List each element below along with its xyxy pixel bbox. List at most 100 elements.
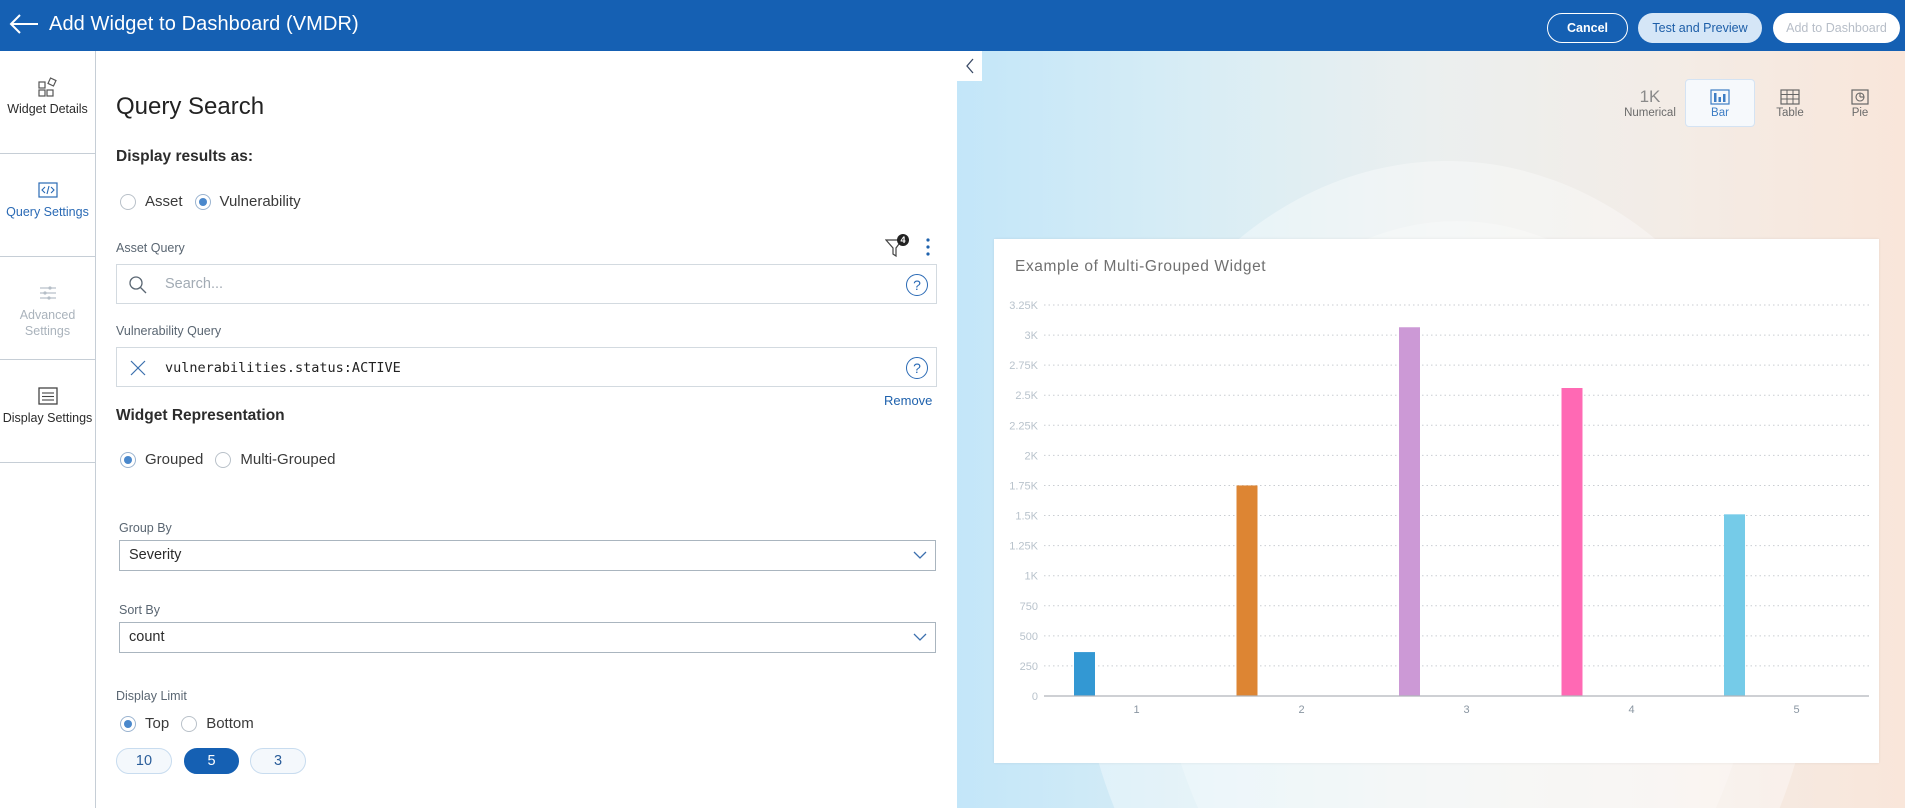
display-limit-label: Display Limit xyxy=(116,689,187,703)
widget-icon xyxy=(37,77,57,97)
group-by-label: Group By xyxy=(119,521,172,535)
sidebar-item-display-settings[interactable]: Display Settings xyxy=(0,360,95,463)
clear-icon[interactable] xyxy=(130,360,146,376)
bar[interactable] xyxy=(1236,485,1258,696)
type-label: Table xyxy=(1776,107,1804,119)
widget-title: Example of Multi-Grouped Widget xyxy=(1015,258,1267,275)
header-bar: Add Widget to Dashboard (VMDR) Cancel Te… xyxy=(0,0,1905,51)
filter-count-badge: 4 xyxy=(897,234,909,246)
type-label: Pie xyxy=(1851,107,1869,119)
radio-label: Asset xyxy=(145,193,183,210)
x-tick-label: 5 xyxy=(1793,704,1799,716)
chevron-down-icon xyxy=(913,633,927,641)
type-bar[interactable]: Bar xyxy=(1685,79,1755,127)
numerical-icon: 1K xyxy=(1639,87,1661,106)
chevron-down-icon xyxy=(913,551,927,559)
x-tick-label: 4 xyxy=(1628,704,1634,716)
help-icon[interactable]: ? xyxy=(906,274,928,296)
x-tick-label: 1 xyxy=(1133,704,1139,716)
x-tick-label: 2 xyxy=(1298,704,1304,716)
y-tick-label: 1.75K xyxy=(1009,480,1038,492)
radio-grouped[interactable] xyxy=(120,451,136,468)
type-numerical[interactable]: 1K Numerical xyxy=(1615,79,1685,127)
radio-label: Vulnerability xyxy=(219,193,301,210)
sidebar: Widget Details Query Settings Advanced S… xyxy=(0,51,96,808)
group-by-value: Severity xyxy=(129,547,182,563)
back-arrow-icon[interactable] xyxy=(8,10,40,38)
display-results-label: Display results as: xyxy=(116,148,253,165)
radio-label: Top xyxy=(145,715,170,732)
code-icon xyxy=(37,182,58,198)
radio-vulnerability[interactable] xyxy=(194,193,211,210)
y-tick-label: 1.5K xyxy=(1015,511,1038,523)
radio-label: Grouped xyxy=(145,451,204,468)
vulnerability-query-input[interactable]: vulnerabilities.status:ACTIVE ? xyxy=(116,347,937,387)
bar-chart-icon xyxy=(1710,89,1730,105)
bar[interactable] xyxy=(1561,388,1583,696)
widget-preview-card: Example of Multi-Grouped Widget 0 250 500 7… xyxy=(994,239,1879,763)
more-options-icon[interactable] xyxy=(925,237,931,257)
remove-link[interactable]: Remove xyxy=(884,393,933,408)
display-results-radio-group: Asset Vulnerability xyxy=(120,193,313,210)
y-tick-label: 1K xyxy=(1025,571,1039,583)
type-table[interactable]: Table xyxy=(1755,79,1825,127)
help-icon[interactable]: ? xyxy=(906,357,928,379)
asset-query-placeholder: Search... xyxy=(165,276,224,292)
vulnerability-query-value: vulnerabilities.status:ACTIVE xyxy=(165,360,401,376)
collapse-panel-button[interactable] xyxy=(957,51,982,81)
sidebar-item-label: Advanced Settings xyxy=(19,308,76,338)
table-icon xyxy=(1780,89,1800,105)
sidebar-item-advanced-settings[interactable]: Advanced Settings xyxy=(0,257,95,360)
widget-representation-label: Widget Representation xyxy=(116,407,285,424)
add-to-dashboard-button[interactable]: Add to Dashboard xyxy=(1773,13,1900,43)
search-icon xyxy=(129,276,147,294)
cancel-button[interactable]: Cancel xyxy=(1547,13,1628,43)
x-tick-label: 3 xyxy=(1463,704,1469,716)
bar[interactable] xyxy=(1724,514,1745,696)
limit-option-3[interactable]: 3 xyxy=(250,748,306,774)
sidebar-item-label: Query Settings xyxy=(6,205,89,219)
y-tick-label: 2.75K xyxy=(1009,360,1038,372)
asset-query-input[interactable]: Search... ? xyxy=(116,264,937,304)
bar[interactable] xyxy=(1399,327,1420,696)
vulnerability-query-label: Vulnerability Query xyxy=(116,324,222,338)
radio-top[interactable] xyxy=(120,715,136,732)
y-tick-label: 2.25K xyxy=(1009,420,1038,432)
sidebar-item-query-settings[interactable]: Query Settings xyxy=(0,154,95,257)
radio-asset[interactable] xyxy=(120,193,136,210)
display-limit-radio-group: Top Bottom xyxy=(120,715,266,732)
type-label: Bar xyxy=(1711,107,1729,119)
radio-label: Bottom xyxy=(206,715,254,732)
radio-label: Multi-Grouped xyxy=(240,451,336,468)
radio-multi-grouped[interactable] xyxy=(215,451,232,468)
sort-by-label: Sort By xyxy=(119,603,160,617)
radio-bottom[interactable] xyxy=(181,715,198,732)
sidebar-item-widget-details[interactable]: Widget Details xyxy=(0,51,95,154)
y-tick-label: 3.25K xyxy=(1009,300,1038,312)
y-tick-label: 250 xyxy=(1020,661,1038,673)
bar[interactable] xyxy=(1074,652,1095,696)
y-tick-label: 2K xyxy=(1025,450,1039,462)
type-pie[interactable]: Pie xyxy=(1825,79,1895,127)
widget-representation-radio-group: Grouped Multi-Grouped xyxy=(120,451,347,468)
y-tick-label: 2.5K xyxy=(1015,390,1038,402)
y-tick-label: 1.25K xyxy=(1009,541,1038,553)
filter-button[interactable]: 4 xyxy=(885,234,911,258)
asset-query-label: Asset Query xyxy=(116,241,185,255)
test-and-preview-button[interactable]: Test and Preview xyxy=(1638,13,1762,43)
y-tick-label: 750 xyxy=(1020,601,1038,613)
query-settings-panel: Query Search Display results as: Asset V… xyxy=(96,51,957,808)
limit-option-5[interactable]: 5 xyxy=(184,748,239,774)
group-by-select[interactable]: Severity xyxy=(119,540,936,571)
sort-by-select[interactable]: count xyxy=(119,622,936,653)
y-tick-label: 500 xyxy=(1020,631,1038,643)
sidebar-item-label: Widget Details xyxy=(7,102,88,116)
y-tick-label: 3K xyxy=(1025,330,1039,342)
section-title: Query Search xyxy=(116,93,265,120)
visualization-type-selector: 1K Numerical Bar Table xyxy=(1615,79,1895,129)
sort-by-value: count xyxy=(129,629,165,645)
limit-option-10[interactable]: 10 xyxy=(116,748,172,774)
y-tick-label: 0 xyxy=(1032,691,1038,703)
type-label: Numerical xyxy=(1624,107,1676,119)
chevron-left-icon xyxy=(965,58,973,74)
